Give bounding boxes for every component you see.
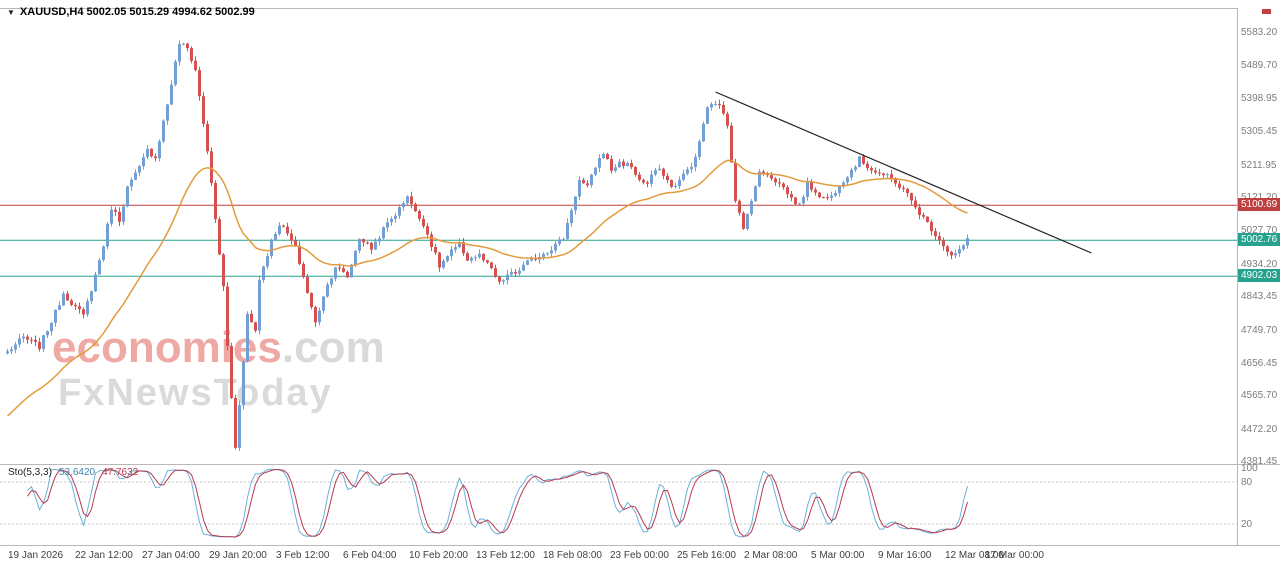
time-axis-label: 19 Jan 2026 [8, 550, 64, 561]
descending-trendline[interactable] [715, 91, 1092, 254]
price-tick-label: 4749.70 [1241, 325, 1278, 336]
watermark: economies.com FxNewsToday [52, 323, 385, 414]
time-axis-label: 18 Feb 08:00 [543, 550, 602, 561]
stochastic-main-line [27, 468, 968, 538]
sto-scale-label: 20 [1241, 519, 1253, 530]
time-axis-label: 29 Jan 20:00 [209, 550, 267, 561]
symbol-ohlc-text: XAUUSD,H4 5002.05 5015.29 4994.62 5002.9… [19, 6, 255, 18]
time-axis-label: 3 Feb 12:00 [276, 550, 330, 561]
time-axis-label: 17 Mar 00:00 [985, 550, 1044, 561]
time-axis-label: 5 Mar 00:00 [811, 550, 865, 561]
indicator-name: Sto(5,3,3) [8, 467, 52, 478]
symbol-info-bar: ▼ XAUUSD,H4 5002.05 5015.29 4994.62 5002… [7, 6, 255, 18]
time-axis-label: 22 Jan 12:00 [75, 550, 133, 561]
price-axis[interactable]: 5583.20 5489.70 5398.95 5305.45 5211.95 5121.… [1238, 0, 1280, 567]
time-axis-label: 9 Mar 16:00 [878, 550, 932, 561]
scale-top-marker [1262, 9, 1271, 14]
price-tick-label: 5027.70 [1241, 225, 1278, 236]
sto-scale-label: 100 [1241, 463, 1258, 474]
time-axis-label: 6 Feb 04:00 [343, 550, 397, 561]
sto-scale-label: 80 [1241, 477, 1253, 488]
candles [6, 40, 969, 451]
stochastic-signal-line [27, 468, 968, 538]
watermark-domain-text: .com [281, 323, 385, 372]
time-axis-label: 2 Mar 08:00 [744, 550, 798, 561]
price-tick-label: 5211.95 [1241, 160, 1277, 171]
price-tick-label: 4565.70 [1241, 390, 1278, 401]
price-tick-label: 4472.20 [1241, 424, 1278, 435]
price-level-chip: 5100.69 [1238, 198, 1280, 211]
time-axis-label: 27 Jan 04:00 [142, 550, 200, 561]
time-axis-label: 23 Feb 00:00 [610, 550, 669, 561]
price-tick-label: 5305.45 [1241, 126, 1278, 137]
price-tick-label: 4843.45 [1241, 291, 1278, 302]
price-tick-label: 4656.45 [1241, 358, 1278, 369]
price-tick-label: 5583.20 [1241, 27, 1278, 38]
time-axis-label: 13 Feb 12:00 [476, 550, 535, 561]
price-tick-label: 4381.45 [1241, 456, 1278, 467]
price-tick-label: 5398.95 [1241, 93, 1278, 104]
indicator-main-value: 53.6420 [58, 467, 96, 478]
price-tick-label: 4934.20 [1241, 259, 1278, 270]
indicator-label: Sto(5,3,3) 53.6420 47.7632 [8, 467, 138, 478]
indicator-signal-value: 47.7632 [102, 467, 139, 478]
price-tick-label: 5121.20 [1241, 192, 1277, 203]
price-tick-label: 5489.70 [1241, 60, 1278, 71]
price-level-chip: 5002.76 [1238, 233, 1280, 246]
watermark-subbrand-text: FxNewsToday [58, 372, 333, 414]
time-axis[interactable]: 19 Jan 2026 22 Jan 12:00 27 Jan 04:00 29 Ja… [0, 546, 1280, 567]
time-axis-label: 12 Mar 08:00 [945, 550, 1004, 561]
time-axis-label: 25 Feb 16:00 [677, 550, 736, 561]
moving-average-line[interactable] [6, 159, 968, 417]
symbol-dropdown-icon[interactable]: ▼ [7, 7, 15, 17]
time-axis-label: 10 Feb 20:00 [409, 550, 468, 561]
price-level-chip: 4902.03 [1238, 269, 1280, 282]
